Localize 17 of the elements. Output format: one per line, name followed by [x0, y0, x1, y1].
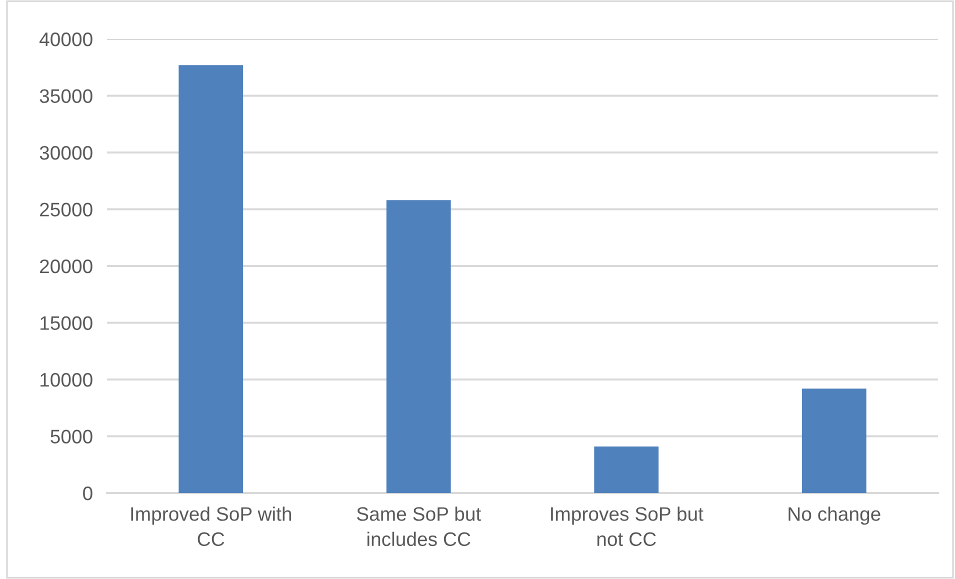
- x-tick-label: Improved SoP with CC: [131, 506, 292, 546]
- x-tick-label: Same SoP but includes CC: [356, 506, 482, 546]
- y-tick-label: 35000: [40, 89, 92, 103]
- bar: [802, 388, 866, 493]
- y-tick-label: 20000: [40, 259, 92, 274]
- bar: [386, 200, 451, 493]
- y-tick-label: 0: [83, 486, 92, 500]
- y-tick-label: 15000: [40, 316, 92, 330]
- y-tick-label: 25000: [40, 202, 92, 216]
- bar: [594, 446, 659, 493]
- y-tick-label: 40000: [39, 32, 92, 46]
- y-tick-label: 10000: [40, 372, 92, 387]
- y-tick-label: 5000: [50, 430, 92, 444]
- x-tick-label: Improves SoP but not CC: [551, 506, 704, 546]
- bar: [178, 65, 244, 493]
- x-tick-label: No change: [788, 506, 880, 525]
- y-tick-label: 30000: [40, 146, 92, 160]
